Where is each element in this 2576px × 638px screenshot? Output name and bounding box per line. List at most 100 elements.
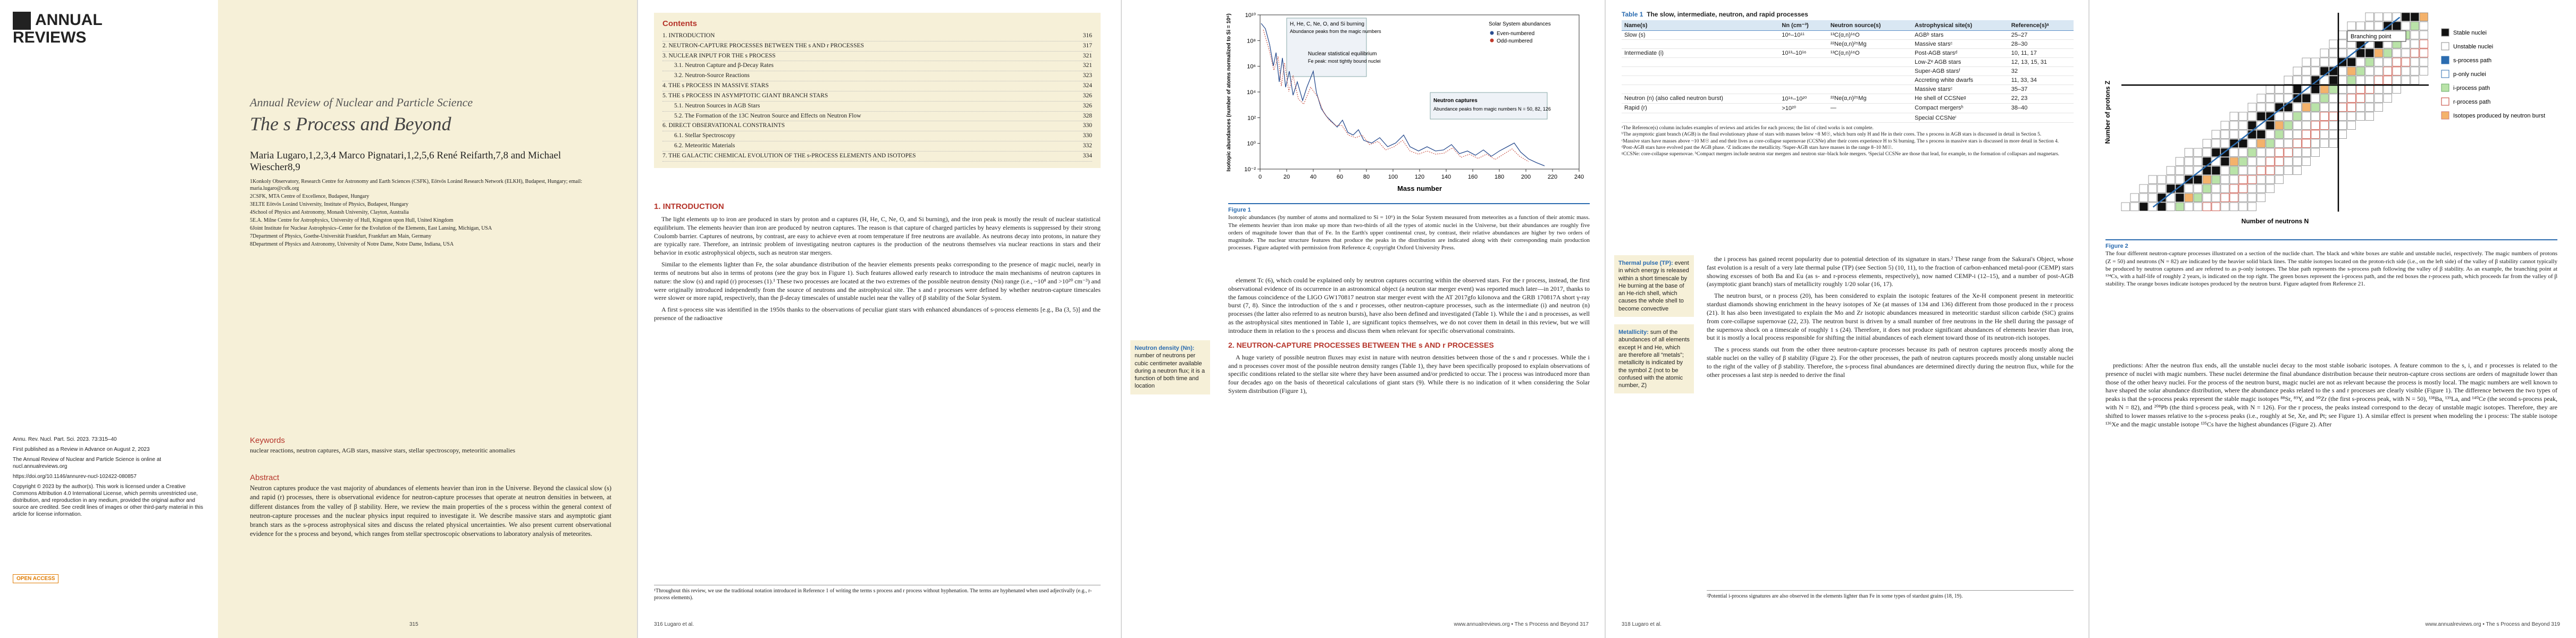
contents-heading: Contents	[662, 19, 697, 28]
caption-label: Figure 2	[2105, 243, 2128, 249]
nuclide-cell	[2184, 202, 2193, 211]
legend-label: i-process path	[2453, 85, 2490, 91]
nuclide-cell	[2256, 139, 2265, 148]
nuclide-cell	[2329, 139, 2338, 148]
table-cell: ²²Ne(α,n)²⁵Mg	[1827, 39, 1912, 49]
table-note: ᶜMassive stars have masses above ~10 M☉ …	[1622, 138, 2059, 144]
odd-curve	[1263, 29, 1529, 162]
nuclide-cell	[2202, 157, 2211, 166]
nuclide-cell	[2392, 12, 2401, 21]
nuclide-cell	[2374, 85, 2383, 94]
nuclide-cell	[2166, 166, 2175, 175]
nuclide-cell	[2347, 75, 2356, 85]
margin-definition: Thermal pulse (TP): event in which energ…	[1614, 255, 1694, 317]
nuclide-cell	[2293, 121, 2302, 130]
contents-title: 6.1. Stellar Spectroscopy	[674, 132, 735, 139]
nuclide-cell	[2320, 85, 2329, 94]
nuclide-cell	[2338, 121, 2347, 130]
nuclide-cell	[2229, 184, 2238, 193]
nuclide-cell	[2284, 85, 2293, 94]
column-header: Reference(s)ᵃ	[2008, 20, 2074, 31]
nuclide-cell	[2265, 130, 2275, 139]
x-axis-label: Mass number	[1397, 184, 1442, 192]
nuclide-cell	[2302, 57, 2311, 66]
y-tick-label: 10⁴	[1247, 89, 1256, 96]
nuclide-cell	[2338, 85, 2347, 94]
nuclide-cell	[2365, 75, 2374, 85]
table-cell-empty	[1622, 75, 1780, 85]
nuclide-cell	[2365, 103, 2374, 112]
nuclide-cell	[2275, 139, 2284, 148]
page-315: ANNUAL REVIEWS Annu. Rev. Nucl. Part. Sc…	[0, 0, 638, 638]
figure-caption: Figure 2 The four different neutron-captu…	[2105, 239, 2557, 288]
nuclide-cell	[2275, 94, 2284, 103]
nuclide-cell	[2338, 75, 2347, 85]
nuclide-cell	[2247, 139, 2256, 148]
nuclide-cell	[2211, 175, 2220, 184]
nuclide-cell	[2220, 157, 2229, 166]
nuclide-cell	[2347, 57, 2356, 66]
nuclide-cell	[2356, 103, 2365, 112]
nuclide-cell	[2356, 94, 2365, 103]
nuclide-cell	[2329, 121, 2338, 130]
contents-title: 7. THE GALACTIC CHEMICAL EVOLUTION OF TH…	[662, 152, 916, 159]
nuclide-cell	[2193, 166, 2202, 175]
nuclide-cell	[2401, 75, 2410, 85]
legend-swatch	[2441, 42, 2449, 51]
nuclide-cell	[2166, 202, 2175, 211]
nuclide-cell	[2311, 85, 2320, 94]
nuclide-cell	[2220, 121, 2229, 130]
nuclide-cell	[2256, 157, 2265, 166]
nuclide-cell	[2311, 148, 2320, 157]
nuclide-cell	[2229, 166, 2238, 175]
nuclide-cell	[2311, 130, 2320, 139]
logo-text: ANNUAL REVIEWS	[13, 11, 103, 46]
column-header: Name(s)	[1622, 20, 1780, 31]
annotation: Branching point	[2351, 33, 2391, 40]
contents-page: 332	[1083, 142, 1092, 149]
y-tick-label: 10⁰	[1247, 141, 1256, 147]
table-note: ᵇThe asymptotic giant branch (AGB) is th…	[1622, 132, 2042, 138]
y-tick-label: 10²	[1247, 115, 1256, 121]
citation-line: https://doi.org/10.1146/annurev-nucl-102…	[13, 474, 137, 480]
nuclide-cell	[2410, 75, 2419, 85]
nuclide-cell	[2356, 75, 2365, 85]
nuclide-cell	[2338, 130, 2347, 139]
nuclide-cell	[2356, 85, 2365, 94]
citation-line: Copyright © 2023 by the author(s). This …	[13, 484, 203, 517]
x-tick-label: 20	[1283, 174, 1290, 180]
x-tick-label: 180	[1495, 174, 1504, 180]
nuclide-cell	[2311, 66, 2320, 75]
nuclide-cell	[2311, 94, 2320, 103]
table-cell-empty	[1622, 57, 1780, 67]
contents-entry: 4. THE s PROCESS IN MASSIVE STARS 324	[662, 81, 1092, 91]
nuclide-cell	[2148, 202, 2157, 211]
contents-title: 3. NUCLEAR INPUT FOR THE s PROCESS	[662, 52, 776, 59]
nuclide-cell	[2365, 85, 2374, 94]
nuclide-cell	[2374, 66, 2383, 75]
nuclide-cell	[2275, 157, 2284, 166]
table-cell-empty	[1827, 75, 1912, 85]
nuclide-cell	[2202, 202, 2211, 211]
table-cell-empty	[1779, 66, 1828, 76]
nuclide-cell	[2275, 85, 2284, 94]
nuclide-cell	[2256, 103, 2265, 112]
nuclide-cell	[2193, 193, 2202, 202]
nuclide-cell	[2229, 130, 2238, 139]
nuclide-cell	[2401, 66, 2410, 75]
contents-page: 323	[1083, 72, 1092, 79]
table-cell-empty	[1827, 85, 1912, 94]
authors: Maria Lugaro,1,2,3,4 Marco Pignatari,1,2…	[250, 150, 561, 173]
nuclide-cell	[2184, 184, 2193, 193]
nuclide-cell	[2256, 94, 2265, 103]
contents-title: 6.2. Meteoritic Materials	[674, 142, 735, 149]
nuclide-cell	[2211, 148, 2220, 157]
nuclide-cell	[2329, 130, 2338, 139]
nuclide-cell	[2247, 157, 2256, 166]
y-axis-label: Isotopic abundances (number of atoms nor…	[1226, 13, 1232, 171]
legend-swatch	[2441, 97, 2449, 106]
body-text: predictions: After the neutron flux ends…	[2105, 362, 2557, 432]
nuclide-cell	[2256, 112, 2265, 121]
contents-title: 6. DIRECT OBSERVATIONAL CONSTRAINTS	[662, 122, 785, 129]
nuclide-cell	[2256, 175, 2265, 184]
